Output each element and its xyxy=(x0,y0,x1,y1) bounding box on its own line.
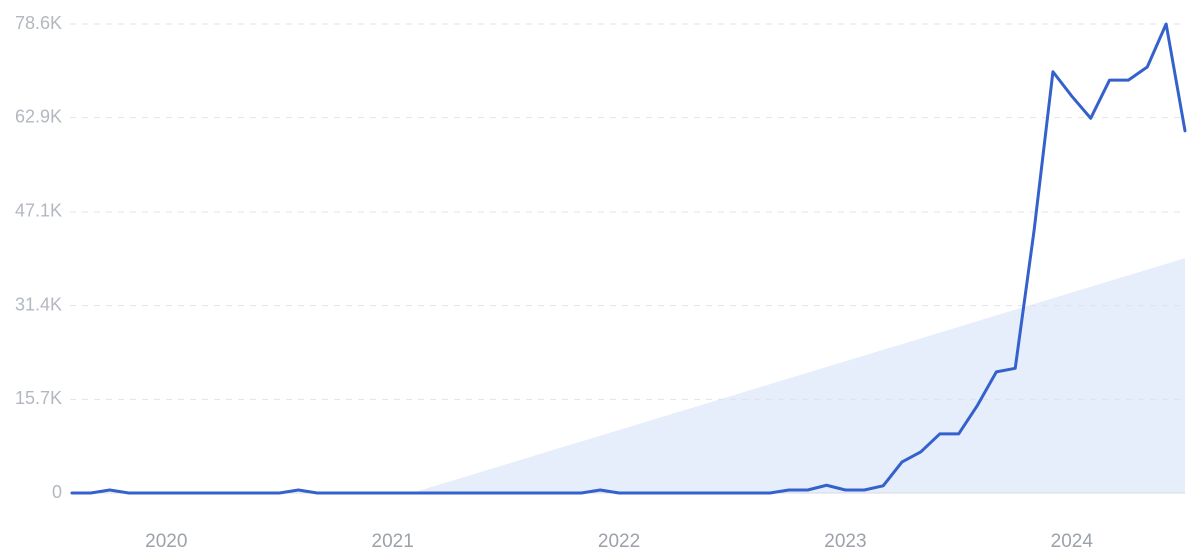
y-tick-label: 31.4K xyxy=(15,294,62,314)
x-tick-label: 2022 xyxy=(598,531,640,552)
x-tick-label: 2023 xyxy=(824,531,866,552)
y-tick-label: 0 xyxy=(52,482,62,502)
series-line xyxy=(70,22,1187,495)
y-tick-label: 62.9K xyxy=(15,106,62,126)
trend-area xyxy=(411,258,1185,493)
y-tick-label: 78.6K xyxy=(15,13,62,33)
x-tick-label: 2020 xyxy=(145,531,187,552)
x-tick-label: 2021 xyxy=(372,531,414,552)
y-tick-label: 15.7K xyxy=(15,388,62,408)
y-tick-label: 47.1K xyxy=(15,201,62,221)
x-tick-label: 2024 xyxy=(1051,531,1094,552)
